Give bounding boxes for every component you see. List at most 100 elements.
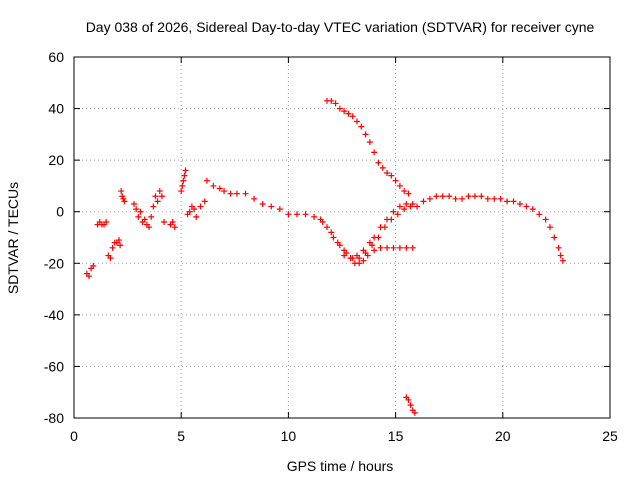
data-point [216,185,223,192]
data-point [137,208,144,215]
data-point [409,244,416,251]
data-point [323,224,330,231]
data-point [336,242,343,249]
data-point [379,164,386,171]
chart-title: Day 038 of 2026, Sidereal Day-to-day VTE… [86,19,595,35]
data-point [536,211,543,218]
data-point [371,234,378,241]
data-point [233,190,240,197]
data-point [403,200,410,207]
x-tick-label: 20 [495,428,511,444]
data-point [191,206,198,213]
data-point [484,195,491,202]
data-point [171,224,178,231]
data-point [371,247,378,254]
data-point [341,252,348,259]
y-axis-label: SDTVAR / TECUs [5,182,21,294]
data-point [396,182,403,189]
data-point [452,195,459,202]
data-point [302,211,309,218]
data-point [330,234,337,241]
data-point [366,239,373,246]
data-point [345,110,352,117]
data-point [210,182,217,189]
data-point [193,213,200,220]
data-marks [83,97,566,416]
data-point [349,113,356,120]
data-point [227,190,234,197]
y-tick-label: 20 [48,152,64,168]
data-point [504,198,511,205]
data-point [371,149,378,156]
data-point [411,409,418,416]
data-point [401,188,408,195]
data-point [181,172,188,179]
data-point [392,177,399,184]
y-tick-label: 0 [56,204,64,220]
data-point [150,203,157,210]
data-point [420,198,427,205]
data-point [401,206,408,213]
data-point [131,200,138,207]
data-point [426,195,433,202]
data-point [446,193,453,200]
data-point [336,105,343,112]
data-point [135,213,142,220]
data-point [409,200,416,207]
y-tick-label: -80 [44,410,64,426]
y-tick-label: 40 [48,101,64,117]
data-point [354,118,361,125]
data-point [491,195,498,202]
data-point [332,100,339,107]
data-point [221,188,228,195]
data-point [201,198,208,205]
data-point [542,216,549,223]
data-point [557,252,564,259]
y-tick-label: -40 [44,307,64,323]
data-point [559,257,566,264]
data-point [141,216,148,223]
data-point [396,203,403,210]
data-point [546,224,553,231]
data-point [293,211,300,218]
data-point [433,193,440,200]
data-point [103,219,110,226]
data-point [90,262,97,269]
data-point [362,131,369,138]
data-point [118,188,125,195]
data-point [394,211,401,218]
data-point [259,200,266,207]
data-point [356,260,363,267]
x-tick-label: 25 [602,428,618,444]
data-point [529,206,536,213]
data-point [510,198,517,205]
data-point [121,198,128,205]
data-point [405,396,412,403]
data-point [347,255,354,262]
data-point [384,216,391,223]
data-point [384,170,391,177]
data-point [497,195,504,202]
data-point [354,252,361,259]
data-point [285,211,292,218]
data-point [179,182,186,189]
data-point [407,402,414,409]
data-point [523,203,530,210]
data-point [555,244,562,251]
data-point [358,123,365,130]
x-tick-label: 15 [388,428,404,444]
data-point [317,216,324,223]
data-point [360,247,367,254]
data-point [375,159,382,166]
data-point [186,208,193,215]
data-point [161,219,168,226]
data-point [182,167,189,174]
data-point [328,229,335,236]
data-point [390,208,397,215]
data-point [133,206,140,213]
data-point [465,193,472,200]
y-tick-label: -20 [44,255,64,271]
data-point [311,213,318,220]
data-point [439,193,446,200]
data-point [478,193,485,200]
